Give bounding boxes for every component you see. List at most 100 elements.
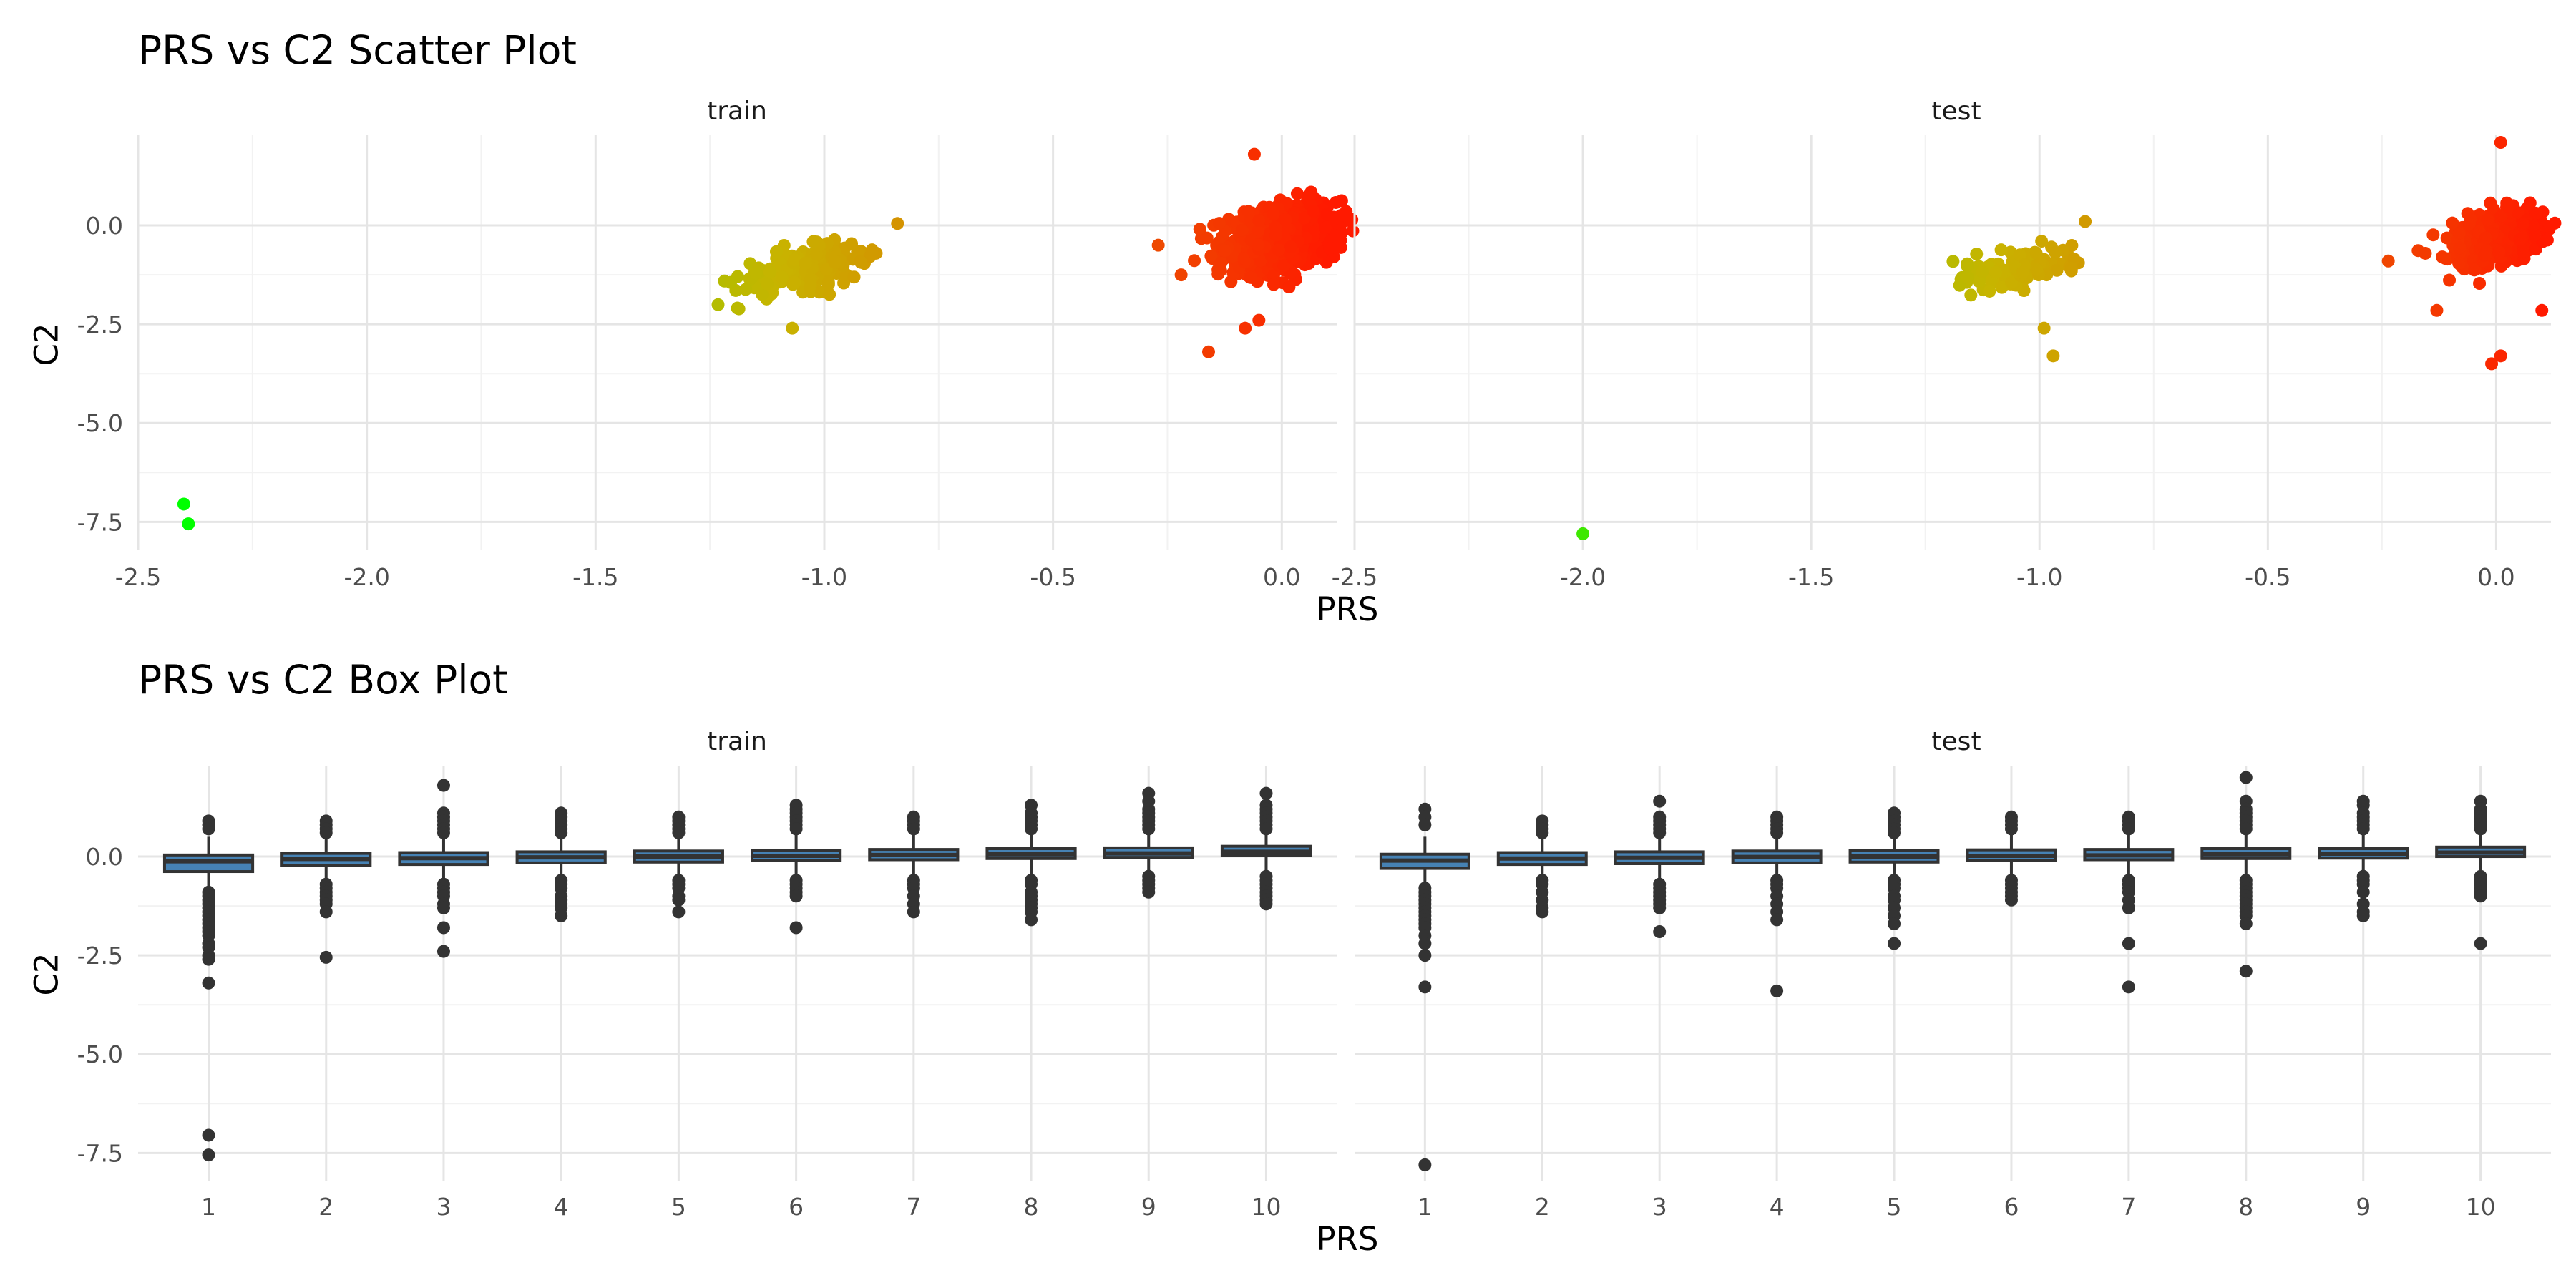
scatter-point xyxy=(732,302,746,316)
scatter-point xyxy=(2452,257,2466,270)
scatter-point xyxy=(1983,284,1996,298)
y-tick-label: -2.5 xyxy=(77,942,123,970)
scatter-point xyxy=(1279,213,1292,226)
scatter-point xyxy=(1333,229,1347,243)
box-panel-test xyxy=(1355,766,2551,1181)
scatter-point xyxy=(2535,303,2549,317)
scatter-point xyxy=(1201,345,1215,358)
x-tick-label: -2.0 xyxy=(1560,563,1606,591)
scatter-point xyxy=(1218,244,1231,258)
scatter-point xyxy=(2419,246,2432,260)
box-outlier xyxy=(1536,826,1549,839)
x-tick-label: -1.5 xyxy=(572,563,618,591)
box-outlier xyxy=(1653,794,1667,808)
scatter-point xyxy=(711,298,725,311)
x-tick-label: -1.0 xyxy=(801,563,847,591)
box-outlier xyxy=(2239,917,2253,930)
box-outlier xyxy=(202,1128,215,1142)
scatter-point xyxy=(1174,268,1188,282)
scatter-point xyxy=(1247,147,1261,161)
x-tick-label: 3 xyxy=(436,1193,451,1221)
scatter-point xyxy=(1346,224,1360,238)
scatter-point xyxy=(1214,256,1228,270)
scatter-point xyxy=(2540,233,2554,247)
box-outlier xyxy=(1259,786,1273,800)
x-tick-label: -1.5 xyxy=(1788,563,1834,591)
scatter-point xyxy=(821,278,835,291)
scatter-point xyxy=(2381,254,2395,268)
box-outlier xyxy=(2474,889,2487,903)
box-outlier xyxy=(2122,937,2135,950)
scatter-point xyxy=(761,277,774,291)
scatter-point xyxy=(2005,275,2019,289)
scatter-point xyxy=(1964,288,1978,302)
scatter-strip-test: test xyxy=(1931,97,1981,126)
x-tick-label: 6 xyxy=(789,1193,804,1221)
box-strip-train: train xyxy=(707,727,767,756)
box-outlier xyxy=(672,893,686,907)
scatter-point xyxy=(739,283,753,296)
box-outlier xyxy=(1653,925,1667,938)
scatter-point xyxy=(1269,221,1283,235)
scatter-point xyxy=(1200,231,1214,245)
scatter-point xyxy=(1193,223,1206,236)
x-tick-label: 9 xyxy=(1141,1193,1156,1221)
scatter-point xyxy=(823,288,836,301)
box-outlier xyxy=(1142,885,1156,899)
box-outlier xyxy=(1025,822,1038,836)
box-outlier xyxy=(1653,901,1667,914)
scatter-point xyxy=(806,235,820,248)
box-outlier xyxy=(2004,893,2018,907)
box-outlier xyxy=(2356,885,2370,899)
scatter-point xyxy=(1237,252,1251,265)
scatter-point xyxy=(2035,235,2049,248)
scatter-point xyxy=(1235,223,1249,237)
box-outlier xyxy=(2474,822,2487,836)
scatter-panel-train xyxy=(137,135,1360,550)
x-tick-label: -0.5 xyxy=(1030,563,1075,591)
box-outlier xyxy=(2239,965,2253,978)
box-outlier xyxy=(1418,980,1432,994)
scatter-point xyxy=(2430,303,2444,317)
scatter-point xyxy=(788,253,801,266)
scatter-point xyxy=(1323,241,1337,255)
scatter-point xyxy=(2452,227,2466,240)
box-outlier xyxy=(2122,980,2135,994)
scatter-point xyxy=(2453,241,2467,255)
scatter-point xyxy=(1319,221,1332,235)
scatter-point xyxy=(2436,250,2449,264)
box-outlier xyxy=(1418,818,1432,831)
x-tick-label: 8 xyxy=(1024,1193,1039,1221)
box-outlier xyxy=(436,779,450,792)
scatter-point xyxy=(828,255,841,268)
scatter-point xyxy=(1335,194,1348,208)
scatter-point xyxy=(1290,187,1304,200)
box-outlier xyxy=(789,921,803,935)
scatter-point xyxy=(1213,217,1226,230)
box-outlier xyxy=(1259,897,1273,911)
box-outlier xyxy=(2122,822,2135,836)
x-tick-label: 10 xyxy=(1251,1193,1281,1221)
scatter-point xyxy=(769,245,783,258)
scatter-point xyxy=(1277,258,1291,272)
scatter-point xyxy=(1284,240,1298,253)
scatter-point xyxy=(763,265,776,279)
x-tick-label: 4 xyxy=(1770,1193,1785,1221)
scatter-point xyxy=(1946,255,1960,268)
scatter-point xyxy=(724,275,738,289)
scatter-point xyxy=(2029,246,2043,260)
scatter-panel-test xyxy=(1353,135,2562,550)
scatter-point xyxy=(2030,263,2044,276)
scatter-point xyxy=(799,256,812,270)
box-outlier xyxy=(672,826,686,839)
box-outlier xyxy=(319,905,333,919)
y-tick-label: -5.0 xyxy=(77,409,123,437)
scatter-x-axis-title: PRS xyxy=(1316,590,1379,628)
scatter-point xyxy=(775,270,789,284)
x-tick-label: 0.0 xyxy=(2477,563,2514,591)
box-outlier xyxy=(436,921,450,935)
y-tick-label: -7.5 xyxy=(77,508,123,536)
box-outlier xyxy=(1888,917,1901,930)
scatter-point xyxy=(1576,527,1590,540)
